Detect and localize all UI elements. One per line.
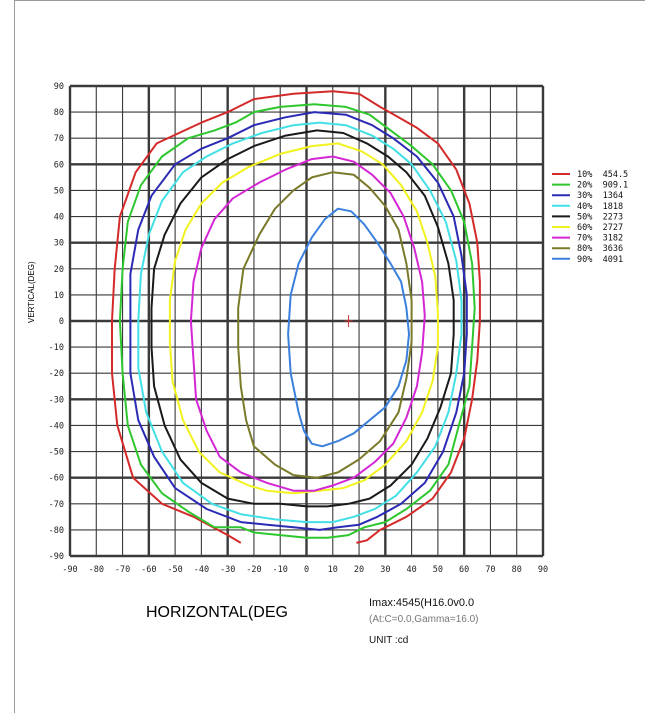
x-tick-label: 80 [512, 565, 522, 575]
x-tick-label: 0 [304, 565, 309, 575]
contour-line [118, 103, 476, 539]
x-tick-label: -40 [194, 565, 209, 575]
x-tick-label: 20 [354, 565, 364, 575]
x-axis-label: HORIZONTAL(DEG [146, 604, 288, 621]
x-tick-label: 10 [328, 565, 338, 575]
y-tick-label: -10 [49, 343, 64, 353]
x-tick-label: 30 [380, 565, 390, 575]
legend-label: 40% 1818 [577, 202, 623, 212]
y-tick-label: 0 [59, 317, 64, 327]
x-tick-label: 40 [406, 565, 416, 575]
y-tick-label: -20 [49, 369, 64, 379]
legend-label: 70% 3182 [577, 234, 623, 244]
x-tick-label: 60 [459, 565, 469, 575]
legend-label: 90% 4091 [577, 255, 623, 265]
contour-line [287, 207, 410, 448]
x-tick-label: -50 [167, 565, 182, 575]
y-tick-label: -80 [49, 526, 64, 536]
chart-frame [14, 0, 645, 713]
y-tick-label: 20 [54, 265, 64, 275]
legend-label: 10% 454.5 [577, 170, 628, 180]
legend-label: 30% 1364 [577, 191, 623, 201]
contour-line [111, 90, 481, 544]
contour-line [237, 171, 413, 479]
legend-label: 60% 2727 [577, 223, 623, 233]
at-gamma-text: (At:C=0.0,Gamma=16.0) [369, 614, 479, 625]
y-tick-label: 50 [54, 186, 64, 196]
contour-line [137, 121, 463, 524]
contour-line [150, 129, 455, 508]
x-tick-label: 90 [538, 565, 548, 575]
y-tick-label: 40 [54, 213, 64, 223]
x-tick-label: 70 [485, 565, 495, 575]
x-tick-label: -90 [62, 565, 77, 575]
legend-label: 80% 3636 [577, 244, 623, 254]
y-tick-label: 60 [54, 160, 64, 170]
legend-label: 20% 909.1 [577, 181, 628, 191]
x-tick-label: -80 [89, 565, 104, 575]
x-tick-label: 50 [433, 565, 443, 575]
contour-line [189, 155, 426, 492]
x-tick-label: -10 [273, 565, 288, 575]
x-tick-label: -60 [141, 565, 156, 575]
imax-text: Imax:4545(H16.0v0.0 [369, 597, 475, 609]
y-tick-label: 10 [54, 291, 64, 301]
x-tick-label: -70 [115, 565, 130, 575]
y-tick-label: -90 [49, 552, 64, 562]
x-tick-label: -20 [246, 565, 261, 575]
y-tick-label: 90 [54, 82, 64, 92]
y-tick-label: -70 [49, 500, 64, 510]
legend-label: 50% 2273 [577, 212, 623, 222]
contour-line [168, 142, 439, 495]
unit-text: UNIT :cd [369, 635, 409, 646]
y-axis-label: VERTICAL(DEG) [27, 261, 36, 323]
y-tick-label: 80 [54, 108, 64, 118]
x-tick-label: -30 [220, 565, 235, 575]
contour-line [129, 111, 468, 531]
y-tick-label: 30 [54, 239, 64, 249]
y-tick-label: 70 [54, 134, 64, 144]
y-tick-label: -40 [49, 421, 64, 431]
y-tick-label: -50 [49, 448, 64, 458]
y-tick-label: -60 [49, 474, 64, 484]
y-tick-label: -30 [49, 395, 64, 405]
